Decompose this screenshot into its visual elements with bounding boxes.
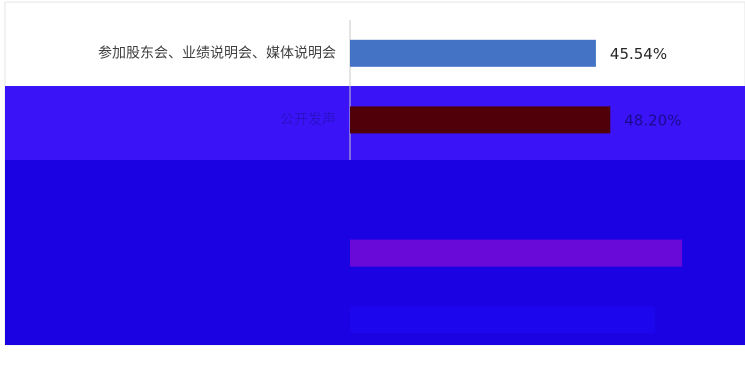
bar — [350, 39, 596, 67]
y-tick-label: 参加股东会、业绩说明会、媒体说明会 — [98, 44, 336, 61]
bar — [350, 239, 683, 267]
bar — [350, 106, 611, 134]
bar — [350, 306, 656, 334]
y-tick-label: 公开发声 — [280, 112, 336, 128]
value-label: 48.20% — [624, 111, 681, 129]
value-label: 45.54% — [610, 45, 667, 63]
